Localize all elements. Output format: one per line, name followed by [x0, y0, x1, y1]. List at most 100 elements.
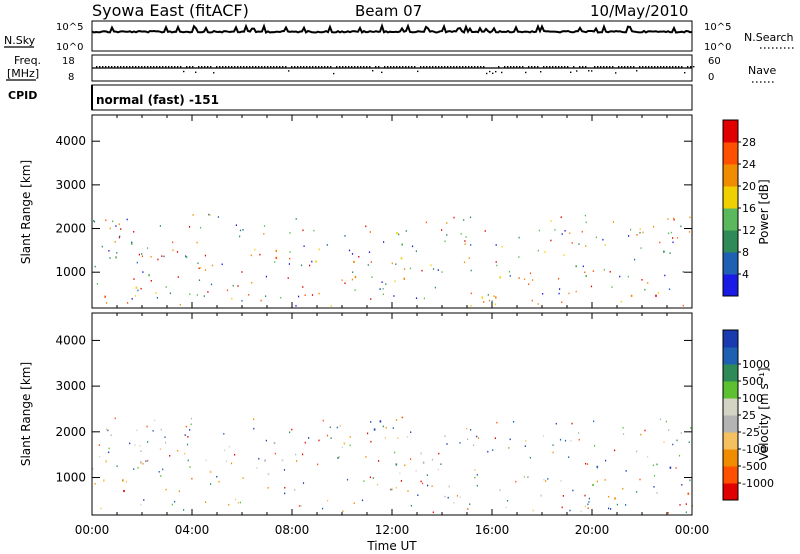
nave-dot [570, 71, 572, 74]
range-gate-cell [390, 488, 392, 491]
range-gate-cell [425, 221, 427, 224]
range-gate-cell [501, 245, 503, 248]
power-panel: 1000 2000 3000 4000 Slant Range [km] 4 8 12 16… [19, 114, 771, 309]
range-gate-cell [242, 477, 244, 479]
range-gate-cell [178, 490, 180, 493]
nave-dot [348, 66, 350, 68]
range-gate-cell [383, 241, 385, 243]
range-gate-cell [302, 482, 305, 484]
range-gate-cell [608, 495, 610, 498]
nave-dot [528, 66, 530, 68]
nave-dot [678, 66, 680, 68]
range-gate-cell [330, 305, 332, 307]
nave-dot [627, 66, 629, 68]
colorbar-tick-label: -1000 [742, 477, 774, 490]
range-gate-cell [302, 286, 304, 288]
range-gate-cell [232, 284, 234, 287]
range-gate-cell [609, 271, 611, 273]
range-gate-cell [432, 511, 434, 514]
range-gate-cell [295, 305, 297, 307]
range-gate-cell [608, 507, 610, 510]
range-gate-cell [289, 431, 291, 434]
range-gate-cell [681, 484, 683, 486]
range-gate-cell [417, 494, 419, 496]
range-gate-cell [147, 460, 149, 462]
range-gate-cell [446, 443, 448, 445]
range-gate-cell [216, 475, 218, 478]
nave-dot [327, 66, 329, 68]
nave-dot [162, 66, 164, 68]
range-gate-cell [308, 437, 310, 439]
range-gate-cell [231, 297, 233, 300]
range-gate-cell [114, 241, 116, 243]
range-gate-cell [509, 275, 511, 277]
range-gate-cell [241, 271, 243, 273]
range-gate-cell [568, 456, 570, 458]
range-gate-cell [241, 300, 243, 302]
range-gate-cell [423, 297, 425, 300]
range-gate-cell [382, 293, 384, 296]
nave-dot [228, 66, 230, 68]
range-gate-cell [184, 434, 186, 436]
range-gate-cell [663, 441, 665, 443]
range-gate-cell [105, 302, 108, 304]
beam-label: Beam 07 [355, 2, 422, 20]
nave-dot [489, 70, 491, 73]
nave-dot [141, 66, 143, 68]
range-gate-cell [137, 466, 139, 469]
nave-dot [240, 66, 242, 68]
range-gate-cell [129, 442, 131, 445]
range-gate-cell [677, 237, 679, 239]
noise-right-label: N.Search [744, 31, 794, 44]
range-gate-cell [156, 297, 158, 299]
range-gate-cell [542, 293, 544, 295]
range-gate-cell [640, 433, 642, 436]
range-gate-cell [404, 464, 406, 467]
range-gate-cell [682, 304, 684, 307]
colorbar-segment [723, 330, 738, 348]
range-gate-cell [542, 435, 545, 437]
range-gate-cell [96, 283, 98, 285]
range-gate-cell [94, 482, 96, 485]
range-gate-cell [437, 468, 439, 471]
range-gate-cell [431, 458, 434, 461]
nave-dot [567, 66, 569, 68]
range-gate-cell [160, 428, 162, 431]
range-gate-cell [369, 476, 371, 479]
noise-left-tick-bottom: 10^0 [56, 42, 83, 53]
nave-dot [258, 66, 260, 68]
nave-dot [516, 66, 518, 68]
nave-dot [390, 66, 392, 68]
range-gate-cell [140, 461, 142, 464]
range-gate-cell [476, 435, 478, 438]
nave-dot [555, 66, 557, 68]
range-gate-cell [495, 296, 497, 299]
nave-dot [435, 66, 437, 68]
nave-dot [447, 66, 449, 68]
range-gate-cell [158, 471, 160, 473]
nave-dot [384, 66, 386, 68]
range-gate-cell [400, 416, 403, 419]
nave-dot [420, 66, 422, 68]
y-tick-label: 1000 [55, 471, 86, 485]
range-gate-cell [611, 286, 613, 288]
range-gate-cell [543, 478, 545, 481]
range-gate-cell [575, 265, 577, 268]
range-gate-cell [659, 418, 662, 421]
range-gate-cell [602, 238, 604, 241]
range-gate-cell [205, 501, 207, 503]
x-tick-label: 00:00 [675, 523, 710, 537]
range-gate-cell [644, 429, 646, 432]
nave-dot [513, 66, 515, 68]
range-gate-cell [265, 275, 267, 278]
range-gate-cell [163, 255, 165, 258]
colorbar-segment [723, 142, 738, 165]
nave-dot [585, 66, 587, 68]
range-gate-cell [415, 470, 417, 472]
range-gate-cell [118, 223, 120, 225]
nave-dot [345, 66, 347, 68]
range-gate-cell [652, 464, 654, 467]
range-gate-cell [349, 436, 351, 438]
range-gate-cell [515, 480, 517, 483]
range-gate-cell [420, 452, 422, 455]
